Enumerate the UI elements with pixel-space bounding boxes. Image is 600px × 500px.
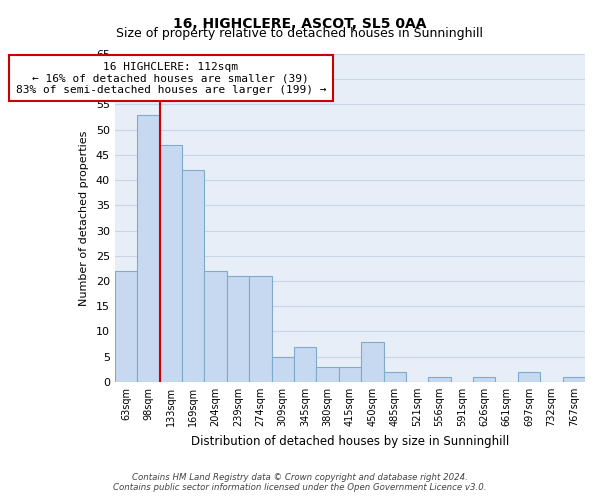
Text: 16 HIGHCLERE: 112sqm
← 16% of detached houses are smaller (39)
83% of semi-detac: 16 HIGHCLERE: 112sqm ← 16% of detached h… [16,62,326,95]
Bar [339,367,361,382]
Bar [383,372,406,382]
Bar [182,170,205,382]
Bar [249,276,272,382]
Bar [227,276,249,382]
Bar [115,271,137,382]
Bar [316,367,339,382]
Text: Contains HM Land Registry data © Crown copyright and database right 2024.
Contai: Contains HM Land Registry data © Crown c… [113,473,487,492]
Bar [361,342,383,382]
Bar [294,346,316,382]
Bar [473,377,496,382]
Bar [160,145,182,382]
Bar [428,377,451,382]
Text: Size of property relative to detached houses in Sunninghill: Size of property relative to detached ho… [116,28,484,40]
X-axis label: Distribution of detached houses by size in Sunninghill: Distribution of detached houses by size … [191,434,509,448]
Bar [272,356,294,382]
Bar [137,114,160,382]
Text: 16, HIGHCLERE, ASCOT, SL5 0AA: 16, HIGHCLERE, ASCOT, SL5 0AA [173,18,427,32]
Bar [205,271,227,382]
Bar [518,372,540,382]
Bar [563,377,585,382]
Y-axis label: Number of detached properties: Number of detached properties [79,130,89,306]
